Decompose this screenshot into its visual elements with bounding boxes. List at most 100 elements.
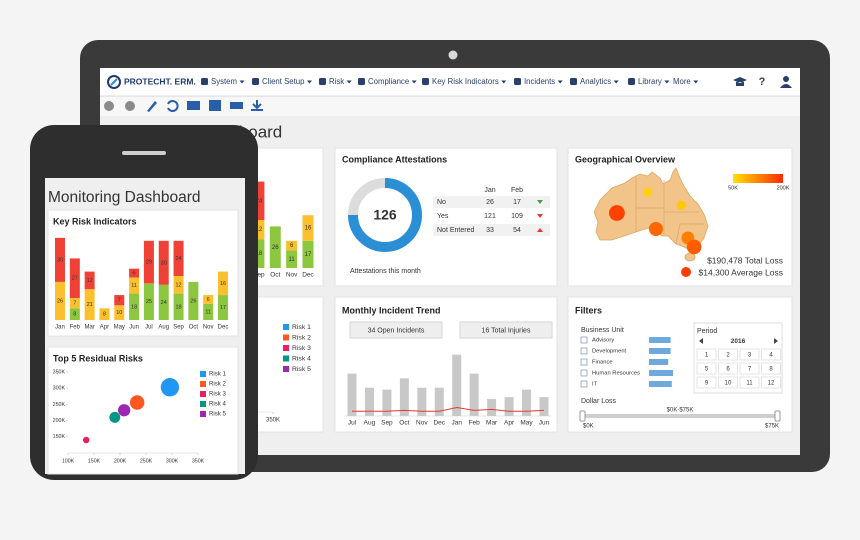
print-button[interactable] — [230, 102, 243, 109]
table-row — [433, 210, 550, 222]
nav-menu: System Client Setup Risk Compliance Key Risk… — [201, 77, 699, 86]
menu-item[interactable]: Key Risk Indicators — [432, 77, 499, 86]
laptop-camera — [448, 50, 458, 60]
data-label: 8 — [73, 312, 76, 318]
next-year[interactable] — [774, 338, 778, 344]
legend-swatch — [200, 381, 206, 387]
data-label: 16 — [220, 281, 226, 287]
x-tick-label: Dec — [302, 272, 314, 279]
checkbox[interactable] — [580, 347, 588, 355]
bar-segment — [188, 281, 199, 320]
month-cell[interactable] — [739, 362, 760, 375]
menu-item[interactable]: Compliance — [368, 77, 409, 86]
row-label: Yes — [437, 213, 449, 220]
back-button[interactable] — [104, 101, 114, 111]
unit-bar — [649, 370, 673, 376]
donut-segment — [348, 178, 386, 216]
calendar-button[interactable] — [209, 100, 221, 111]
bar-segment — [114, 305, 125, 320]
month-label: 12 — [768, 381, 775, 387]
x-tick-label: Nov — [416, 420, 428, 427]
phone-page-title: Monitoring Dashboard — [48, 189, 201, 206]
legend-swatch — [200, 401, 206, 407]
email-button[interactable] — [187, 101, 200, 110]
tasmania — [684, 252, 696, 262]
menu-icon — [570, 78, 577, 85]
data-label: 10 — [116, 310, 122, 316]
prev-year[interactable] — [699, 338, 703, 344]
training-icon[interactable] — [733, 77, 747, 86]
logo[interactable]: PROTECHT. ERM. — [107, 75, 196, 89]
bar-segment — [253, 239, 265, 268]
data-label: 6 — [133, 271, 136, 277]
logo-mark — [107, 75, 121, 89]
menu-caret — [501, 80, 507, 84]
menu-item[interactable]: Incidents — [524, 77, 555, 86]
month-cell[interactable] — [739, 348, 760, 361]
x-tick-label: May — [520, 420, 533, 427]
data-label: 12 — [256, 227, 263, 233]
bar-segment — [84, 271, 95, 290]
month-cell[interactable] — [761, 376, 781, 389]
bar-segment — [129, 268, 140, 278]
bar — [399, 378, 409, 416]
month-cell[interactable] — [761, 348, 781, 361]
user-icon-head[interactable] — [783, 76, 789, 82]
month-label: 4 — [769, 353, 773, 359]
bubble — [129, 395, 145, 410]
slider-handle[interactable] — [774, 410, 781, 422]
x-tick-label: Jun — [129, 325, 139, 331]
bar — [434, 387, 444, 416]
menu-item[interactable]: System — [211, 77, 237, 86]
month-cell[interactable] — [696, 348, 717, 361]
bubble — [82, 436, 90, 444]
menu-item[interactable]: More — [673, 77, 691, 86]
x-tick-label: Feb — [469, 420, 481, 427]
menu-item[interactable]: Client Setup — [262, 77, 305, 86]
menu-caret — [557, 80, 563, 84]
bar-segment — [286, 250, 298, 268]
loss-bubble — [686, 239, 702, 255]
menu-icon — [628, 78, 635, 85]
bar — [382, 389, 392, 416]
data-label: 29 — [146, 260, 152, 266]
x-tick-label: 350K — [266, 418, 280, 424]
panel-title: Filters — [575, 305, 602, 315]
month-cell[interactable] — [718, 362, 738, 375]
edit-button[interactable] — [147, 101, 157, 112]
x-tick-label: Aug — [364, 420, 376, 427]
checkbox[interactable] — [580, 358, 588, 366]
menu-item[interactable]: Risk — [329, 77, 344, 86]
month-cell[interactable] — [739, 376, 760, 389]
slider-handle[interactable] — [579, 410, 586, 422]
scatter-chart: 100K 150K 200K 250K 300K 350K 150K 200K 250K 300K… — [53, 369, 227, 464]
australia-map — [593, 167, 709, 262]
checkbox[interactable] — [580, 336, 588, 344]
bar-segment — [99, 308, 110, 320]
donut-caption: Attestations this month — [350, 268, 421, 275]
bar — [487, 399, 497, 416]
slider-track — [583, 414, 777, 418]
bar-segment — [173, 293, 184, 320]
month-cell[interactable] — [761, 362, 781, 375]
help-icon[interactable]: ? — [759, 76, 766, 88]
month-cell[interactable] — [696, 376, 717, 389]
table-cell: 109 — [511, 213, 523, 220]
menu-item[interactable]: Library — [638, 77, 662, 86]
menu-caret — [664, 80, 670, 84]
menu-item[interactable]: Analytics — [580, 77, 611, 86]
month-cell[interactable] — [696, 362, 717, 375]
download-button[interactable] — [251, 100, 263, 111]
data-label: 24 — [256, 198, 263, 204]
forward-button[interactable] — [125, 101, 135, 111]
month-cell[interactable] — [718, 376, 738, 389]
checkbox[interactable] — [580, 369, 588, 377]
trend-line — [352, 407, 545, 412]
data-label: 26 — [272, 245, 279, 251]
refresh-button[interactable] — [167, 100, 179, 112]
user-icon-body[interactable] — [780, 84, 792, 88]
month-cell[interactable] — [718, 348, 738, 361]
data-label: 7 — [118, 298, 121, 304]
checkbox[interactable] — [580, 380, 588, 388]
data-label: 18 — [131, 304, 137, 310]
